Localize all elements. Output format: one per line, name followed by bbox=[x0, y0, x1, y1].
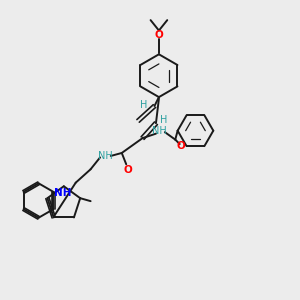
Text: O: O bbox=[176, 141, 185, 151]
Text: O: O bbox=[154, 30, 163, 40]
Text: NH: NH bbox=[152, 126, 166, 136]
Text: NH: NH bbox=[98, 151, 113, 161]
Text: O: O bbox=[123, 165, 132, 175]
Text: H: H bbox=[160, 115, 167, 125]
Text: H: H bbox=[140, 100, 148, 110]
Text: NH: NH bbox=[54, 188, 71, 198]
